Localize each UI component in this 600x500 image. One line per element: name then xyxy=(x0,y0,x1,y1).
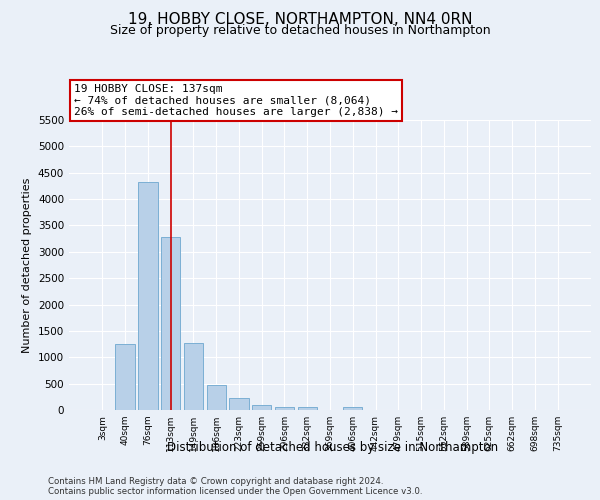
Text: Size of property relative to detached houses in Northampton: Size of property relative to detached ho… xyxy=(110,24,490,37)
Bar xyxy=(252,406,271,410)
Bar xyxy=(343,407,362,410)
Text: 19 HOBBY CLOSE: 137sqm
← 74% of detached houses are smaller (8,064)
26% of semi-: 19 HOBBY CLOSE: 137sqm ← 74% of detached… xyxy=(74,84,398,117)
Text: Contains HM Land Registry data © Crown copyright and database right 2024.: Contains HM Land Registry data © Crown c… xyxy=(48,476,383,486)
Text: 19, HOBBY CLOSE, NORTHAMPTON, NN4 0RN: 19, HOBBY CLOSE, NORTHAMPTON, NN4 0RN xyxy=(128,12,472,28)
Bar xyxy=(184,343,203,410)
Bar xyxy=(138,182,158,410)
Bar xyxy=(229,398,248,410)
Text: Contains public sector information licensed under the Open Government Licence v3: Contains public sector information licen… xyxy=(48,486,422,496)
Text: Distribution of detached houses by size in Northampton: Distribution of detached houses by size … xyxy=(167,441,499,454)
Bar xyxy=(161,237,181,410)
Y-axis label: Number of detached properties: Number of detached properties xyxy=(22,178,32,352)
Bar xyxy=(298,407,317,410)
Bar xyxy=(115,344,135,410)
Bar xyxy=(275,406,294,410)
Bar xyxy=(206,384,226,410)
